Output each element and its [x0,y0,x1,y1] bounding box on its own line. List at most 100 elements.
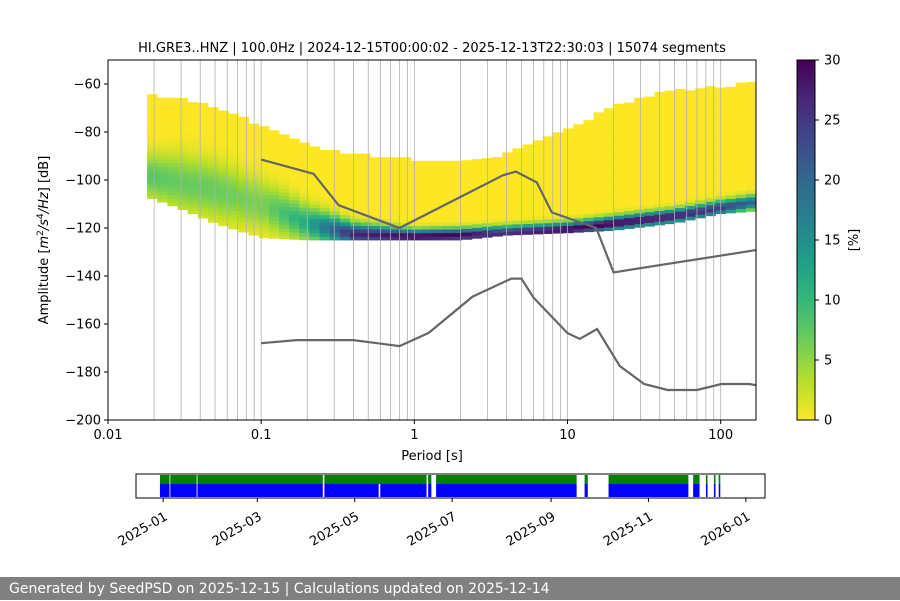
heatmap-cell [532,169,544,174]
heatmap-cell [451,222,463,226]
heatmap-cell [421,175,432,180]
heatmap-cell [299,182,310,187]
colorbar-swatch [797,312,815,316]
heatmap-cell [299,207,310,212]
heatmap-cell [289,206,300,211]
heatmap-cell [573,192,584,197]
heatmap-cell [593,151,605,156]
heatmap-cell [228,160,239,165]
heatmap-cell [553,157,564,162]
heatmap-cell [613,179,625,184]
heatmap-cell [370,218,381,223]
heatmap-cell [624,160,635,165]
heatmap-cell [187,116,199,121]
heatmap-cell [238,156,249,161]
heatmap-cell [319,178,331,183]
heatmap-cell [380,211,392,216]
heatmap-cell [644,121,655,126]
heatmap-cell [725,112,737,117]
heatmap-cell [603,129,615,134]
heatmap-cell [147,162,158,167]
heatmap-cell [634,130,645,135]
heatmap-cell [238,192,249,197]
heatmap-cell [725,176,737,181]
heatmap-cell [573,203,584,208]
heatmap-cell [390,171,402,176]
heatmap-cell [664,216,676,221]
heatmap-cell [603,219,615,224]
heatmap-cell [461,188,473,193]
heatmap-cell [309,146,321,151]
heatmap-cell [583,199,595,204]
heatmap-cell [370,232,381,237]
heatmap-cell [695,95,706,100]
heatmap-cell [725,148,737,153]
heatmap-cell [512,159,523,164]
heatmap-cell [735,104,747,109]
heatmap-cell [360,204,371,208]
heatmap-cell [360,193,371,198]
heatmap-cell [745,150,757,155]
heatmap-cell [512,162,523,167]
heatmap-cell [644,190,655,195]
heatmap-cell [360,211,371,216]
heatmap-cell [735,97,747,102]
heatmap-cell [309,178,321,183]
heatmap-cell [400,214,412,219]
heatmap-cell [309,200,321,205]
y-tick-label: −160 [65,318,101,333]
heatmap-cell [674,186,686,191]
heatmap-cell [329,189,341,194]
heatmap-cell [228,196,239,201]
heatmap-cell [400,211,412,216]
heatmap-cell [441,196,452,201]
heatmap-cell [725,184,737,189]
heatmap-cell [674,135,686,140]
heatmap-cell [563,160,574,165]
heatmap-cell [532,158,544,163]
heatmap-cell [431,232,442,237]
heatmap-cell [167,176,178,181]
heatmap-cell [705,100,716,105]
heatmap-cell [197,164,209,169]
heatmap-cell [147,140,158,145]
heatmap-cell [603,115,615,120]
heatmap-cell [187,195,199,200]
heatmap-cell [695,174,706,179]
heatmap-cell [279,137,290,142]
heatmap-cell [400,225,412,230]
heatmap-cell [725,194,737,199]
heatmap-cell [573,189,584,194]
heatmap-cell [664,220,676,225]
heatmap-cell [613,125,625,130]
heatmap-cell [684,115,696,120]
colorbar-swatch [797,243,815,247]
heatmap-cell [664,126,676,131]
heatmap-cell [228,210,239,215]
heatmap-cell [461,210,473,215]
heatmap-cell [502,152,513,157]
heatmap-cell [695,124,706,129]
heatmap-cell [319,232,331,237]
heatmap-cell [684,165,696,170]
heatmap-cell [644,186,655,191]
heatmap-cell [390,218,402,223]
heatmap-cell [634,115,645,120]
colorbar-swatch [797,159,815,163]
heatmap-cell [167,169,178,174]
heatmap-cell [370,186,381,190]
heatmap-cell [187,141,199,146]
heatmap-cell [360,175,371,180]
colorbar-swatch [797,135,815,139]
heatmap-cell [289,221,300,226]
colorbar-swatch [797,291,815,295]
heatmap-cell [725,104,737,109]
heatmap-cell [593,213,605,218]
heatmap-cell [390,168,402,172]
heatmap-cell [664,137,676,142]
heatmap-cell [167,101,178,106]
heatmap-cell [218,186,229,191]
timeline-tick-label: 2025-03 [210,509,265,549]
heatmap-cell [228,200,239,205]
heatmap-cell [492,200,503,205]
